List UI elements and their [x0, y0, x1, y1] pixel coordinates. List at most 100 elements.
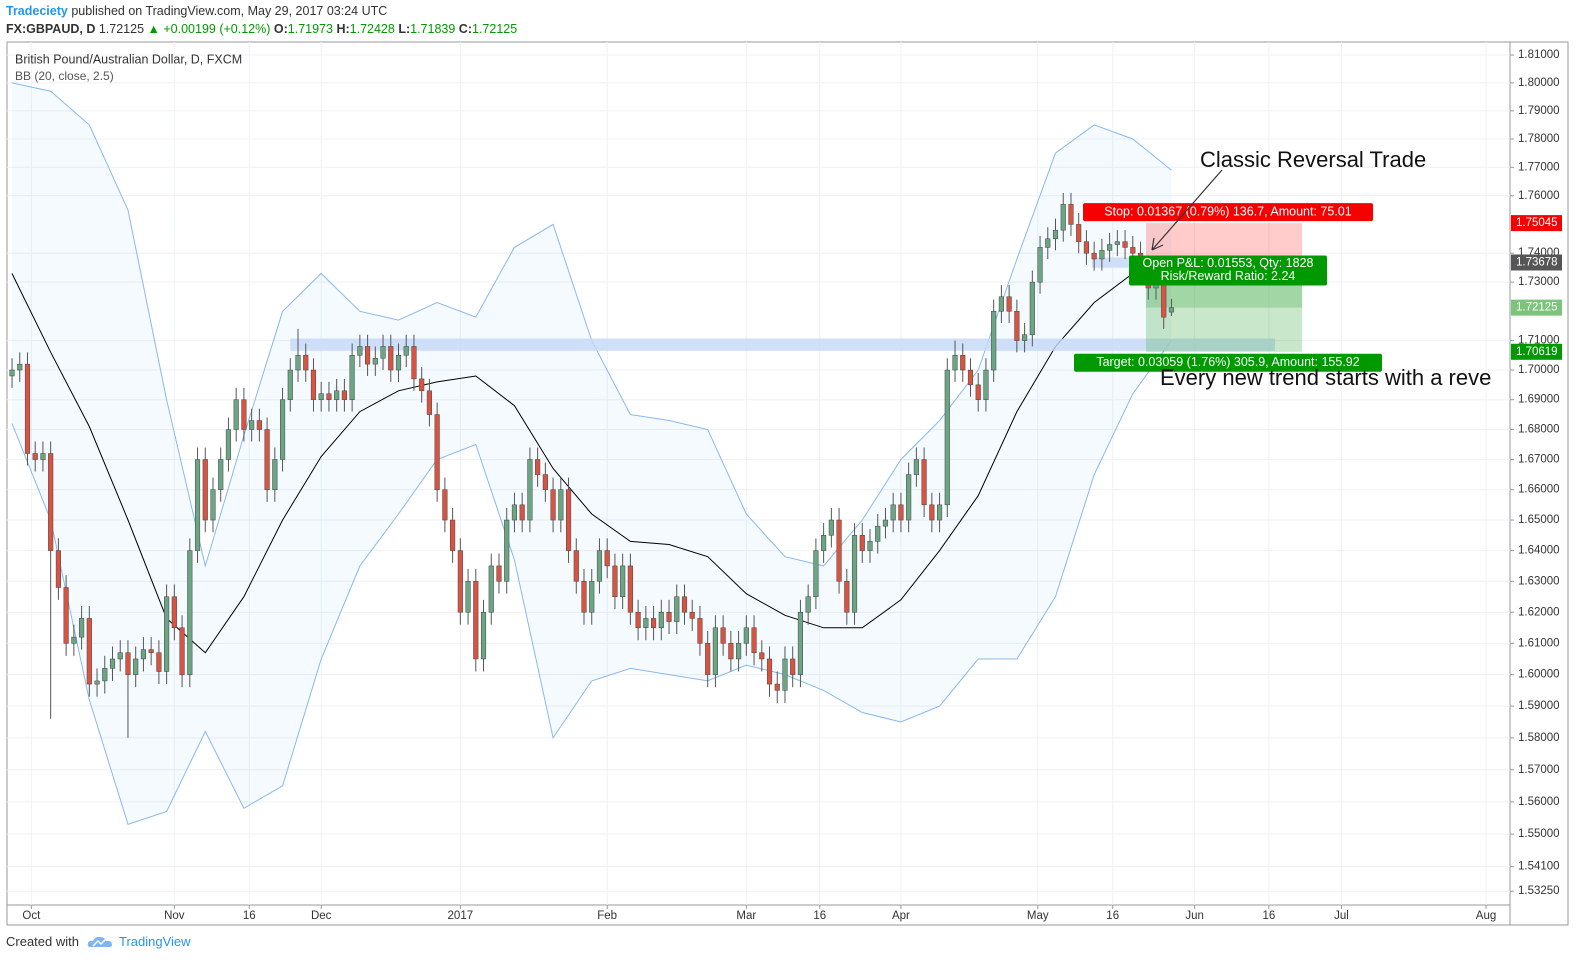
y-tick-label: 1.65000	[1518, 514, 1560, 526]
candle-body	[589, 581, 595, 613]
candle-body	[457, 550, 463, 613]
candle-body	[403, 346, 409, 356]
y-tick-label: 1.60000	[1518, 669, 1560, 681]
candle-body	[697, 618, 703, 644]
candle-body	[658, 611, 664, 629]
candle-body	[882, 519, 889, 527]
candle-body	[504, 519, 510, 582]
pnl-box: Open P&L: 0.01553, Qty: 1828Risk/Reward …	[1129, 255, 1328, 286]
target-label-bg	[1074, 353, 1383, 372]
candle-body	[1068, 204, 1074, 225]
candle-body	[535, 459, 541, 475]
candle-body	[1122, 241, 1128, 248]
candle-body	[759, 652, 765, 660]
candle-body	[728, 643, 734, 660]
pnl-bg	[1129, 255, 1328, 286]
price-tag	[1511, 254, 1562, 271]
candle-body	[689, 611, 695, 619]
candle-body	[488, 565, 494, 613]
y-tick-label: 1.71000	[1518, 335, 1560, 347]
candle-body	[349, 355, 355, 400]
price-tag-label: 1.73678	[1516, 257, 1558, 269]
candle-body	[1006, 296, 1012, 312]
stop-label-box: Stop: 0.01367 (0.79%) 136.7, Amount: 75.…	[1083, 203, 1374, 222]
indicator-label: BB (20, close, 2.5)	[15, 69, 114, 83]
candle-body	[906, 474, 912, 521]
candle-body	[743, 627, 749, 644]
plot	[9, 82, 1303, 826]
candle-body	[581, 581, 587, 613]
candle-body	[1037, 247, 1043, 283]
candle-body	[913, 459, 919, 475]
candle-body	[40, 453, 46, 460]
x-tick-label: 2017	[448, 910, 474, 922]
candle-body	[821, 535, 827, 551]
x-tick-label: Oct	[22, 910, 41, 922]
y-tick-label: 1.76000	[1518, 190, 1560, 202]
candle-body	[983, 369, 989, 400]
ohlc-label: L:	[398, 22, 411, 36]
candle-body	[233, 399, 239, 430]
candle-body	[1076, 224, 1082, 242]
candle-body	[117, 652, 123, 660]
candle-body	[310, 369, 317, 400]
candle-body	[63, 587, 69, 644]
stop-label-bg	[1083, 203, 1374, 222]
candle-body	[681, 596, 688, 613]
candle-body	[720, 627, 726, 644]
y-tick-label: 1.53250	[1518, 885, 1560, 897]
candle-body	[542, 474, 548, 490]
candle-body	[975, 384, 981, 400]
candle-body	[171, 596, 177, 629]
price-tag-label: 1.72125	[1516, 302, 1558, 314]
candle-body	[109, 658, 116, 669]
candle-body	[473, 581, 479, 660]
candle-body	[890, 504, 896, 521]
x-tick-label: Aug	[1476, 910, 1496, 922]
publish-line: Tradeciety published on TradingView.com,…	[6, 2, 517, 20]
candle-body	[813, 550, 819, 597]
x-tick-label: 16	[1106, 910, 1119, 922]
target-label-box: Target: 0.03059 (1.76%) 305.9, Amount: 1…	[1074, 353, 1383, 372]
candle-body	[867, 541, 873, 551]
candle-body	[256, 420, 262, 430]
candle-body	[411, 346, 417, 380]
candle-body	[612, 565, 618, 597]
candle-body	[102, 668, 108, 682]
footer-brand[interactable]: TradingView	[118, 934, 191, 949]
candle-body	[705, 643, 711, 675]
candle-body	[419, 378, 425, 392]
candle-body	[828, 519, 834, 536]
author[interactable]: Tradeciety	[6, 4, 68, 18]
candle-body	[712, 627, 718, 675]
y-tick-label: 1.57000	[1518, 764, 1560, 776]
footer: Created with TradingView	[6, 934, 191, 949]
quote-line: FX:GBPAUD, D 1.72125 ▲ +0.00199 (+0.12%)…	[6, 20, 517, 38]
candle-body	[380, 346, 386, 359]
rr-label: Risk/Reward Ratio: 2.24	[1161, 269, 1296, 283]
y-tick-label: 1.69000	[1518, 394, 1560, 406]
candle-body	[341, 390, 347, 400]
candle-body	[210, 489, 216, 521]
candle-body	[279, 399, 286, 460]
x-tick-label: Jun	[1185, 910, 1204, 922]
pnl-label: Open P&L: 0.01553, Qty: 1828	[1143, 256, 1314, 270]
candle-body	[782, 658, 788, 691]
price-tag	[1511, 215, 1562, 232]
candle-body	[334, 390, 340, 400]
candle-body	[851, 535, 858, 613]
candle-body	[859, 535, 865, 551]
y-tick-label: 1.66000	[1518, 484, 1560, 496]
candle-body	[218, 459, 224, 490]
x-tick-label: Nov	[164, 910, 185, 922]
price-tag-label: 1.70619	[1516, 346, 1558, 358]
candle-body	[1114, 241, 1120, 245]
y-tick-label: 1.62000	[1518, 606, 1560, 618]
candle-body	[295, 355, 301, 371]
x-tick-label: 16	[1262, 910, 1275, 922]
candle-body	[929, 504, 935, 521]
y-tick-label: 1.61000	[1518, 637, 1560, 649]
x-tick-label: 16	[813, 910, 826, 922]
candle-body	[774, 683, 780, 691]
